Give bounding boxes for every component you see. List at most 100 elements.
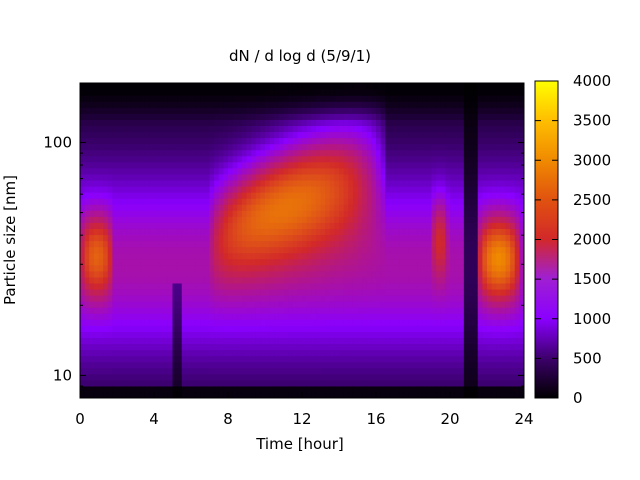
- heatmap-cell: [496, 240, 502, 248]
- heatmap-cell: [167, 204, 174, 211]
- heatmap-cell: [311, 149, 317, 157]
- heatmap-cell: [255, 282, 261, 290]
- heatmap-cell: [255, 137, 261, 145]
- heatmap-cell: [292, 113, 298, 120]
- heatmap-cell: [265, 391, 271, 398]
- heatmap-cell: [204, 343, 211, 351]
- heatmap-cell: [112, 119, 118, 127]
- heatmap-cell: [112, 185, 118, 193]
- heatmap-cell: [468, 101, 474, 108]
- heatmap-cell: [121, 222, 127, 229]
- heatmap-cell: [98, 313, 104, 320]
- heatmap-cell: [278, 313, 285, 320]
- heatmap-cell: [288, 113, 294, 120]
- heatmap-cell: [426, 313, 433, 320]
- heatmap-cell: [283, 258, 289, 266]
- heatmap-cell: [339, 313, 345, 320]
- heatmap-cell: [436, 295, 442, 302]
- heatmap-cell: [417, 367, 423, 375]
- heatmap-cell: [431, 307, 437, 314]
- heatmap-cell: [431, 210, 437, 217]
- heatmap-cell: [454, 252, 460, 260]
- heatmap-cell: [149, 155, 155, 163]
- heatmap-cell: [487, 167, 493, 175]
- heatmap-cell: [117, 161, 123, 169]
- heatmap-cell: [302, 240, 308, 248]
- heatmap-cell: [265, 185, 271, 193]
- heatmap-cell: [477, 349, 483, 357]
- heatmap-cell: [376, 270, 382, 278]
- heatmap-cell: [237, 240, 243, 248]
- heatmap-cell: [468, 198, 474, 205]
- heatmap-cell: [302, 143, 308, 151]
- heatmap-cell: [274, 95, 280, 102]
- heatmap-cell: [436, 155, 442, 163]
- heatmap-cell: [463, 385, 470, 393]
- heatmap-cell: [255, 355, 261, 363]
- heatmap-cell: [385, 319, 391, 326]
- heatmap-cell: [107, 192, 113, 199]
- heatmap-cell: [482, 222, 488, 229]
- heatmap-cell: [477, 119, 483, 127]
- heatmap-cell: [445, 192, 451, 199]
- heatmap-cell: [306, 337, 312, 345]
- heatmap-cell: [440, 222, 446, 229]
- heatmap-cell: [325, 379, 331, 387]
- heatmap-cell: [450, 179, 456, 187]
- heatmap-cell: [491, 240, 497, 248]
- heatmap-cell: [339, 167, 345, 175]
- heatmap-cell: [297, 137, 303, 145]
- heatmap-cell: [80, 307, 86, 314]
- heatmap-cell: [80, 179, 86, 187]
- heatmap-cell: [251, 119, 257, 127]
- heatmap-cell: [144, 185, 150, 193]
- heatmap-cell: [445, 234, 451, 242]
- heatmap-cell: [371, 301, 377, 308]
- heatmap-cell: [126, 246, 132, 254]
- heatmap-cell: [380, 337, 386, 345]
- heatmap-cell: [84, 361, 90, 369]
- heatmap-cell: [477, 258, 483, 266]
- heatmap-cell: [352, 240, 359, 248]
- heatmap-cell: [237, 319, 243, 326]
- heatmap-cell: [399, 307, 405, 314]
- heatmap-cell: [84, 107, 90, 114]
- heatmap-cell: [436, 301, 442, 308]
- heatmap-cell: [514, 155, 520, 163]
- heatmap-cell: [505, 264, 511, 272]
- heatmap-cell: [348, 337, 354, 345]
- heatmap-cell: [482, 282, 488, 290]
- heatmap-cell: [232, 349, 238, 357]
- heatmap-cell: [329, 385, 335, 393]
- heatmap-cell: [352, 313, 359, 320]
- heatmap-cell: [167, 276, 174, 284]
- heatmap-cell: [408, 107, 414, 114]
- heatmap-cell: [463, 137, 470, 145]
- heatmap-cell: [209, 325, 215, 332]
- heatmap-cell: [204, 252, 211, 260]
- heatmap-cell: [181, 379, 187, 387]
- heatmap-cell: [163, 107, 169, 114]
- heatmap-cell: [228, 373, 234, 381]
- heatmap-cell: [311, 216, 317, 223]
- heatmap-cell: [297, 222, 303, 229]
- heatmap-cell: [283, 131, 289, 139]
- heatmap-cell: [389, 192, 396, 199]
- heatmap-cell: [278, 258, 285, 266]
- heatmap-cell: [454, 385, 460, 393]
- heatmap-cell: [389, 173, 396, 181]
- heatmap-cell: [237, 167, 243, 175]
- heatmap-cell: [163, 295, 169, 302]
- heatmap-cell: [325, 343, 331, 351]
- heatmap-cell: [163, 325, 169, 332]
- heatmap-cell: [459, 307, 465, 314]
- heatmap-cell: [269, 149, 275, 157]
- heatmap-cell: [237, 343, 243, 351]
- heatmap-cell: [265, 258, 271, 266]
- heatmap-cell: [292, 204, 298, 211]
- heatmap-cell: [80, 155, 86, 163]
- heatmap-cell: [510, 301, 516, 308]
- heatmap-cell: [117, 155, 123, 163]
- heatmap-cell: [325, 155, 331, 163]
- heatmap-cell: [473, 149, 479, 157]
